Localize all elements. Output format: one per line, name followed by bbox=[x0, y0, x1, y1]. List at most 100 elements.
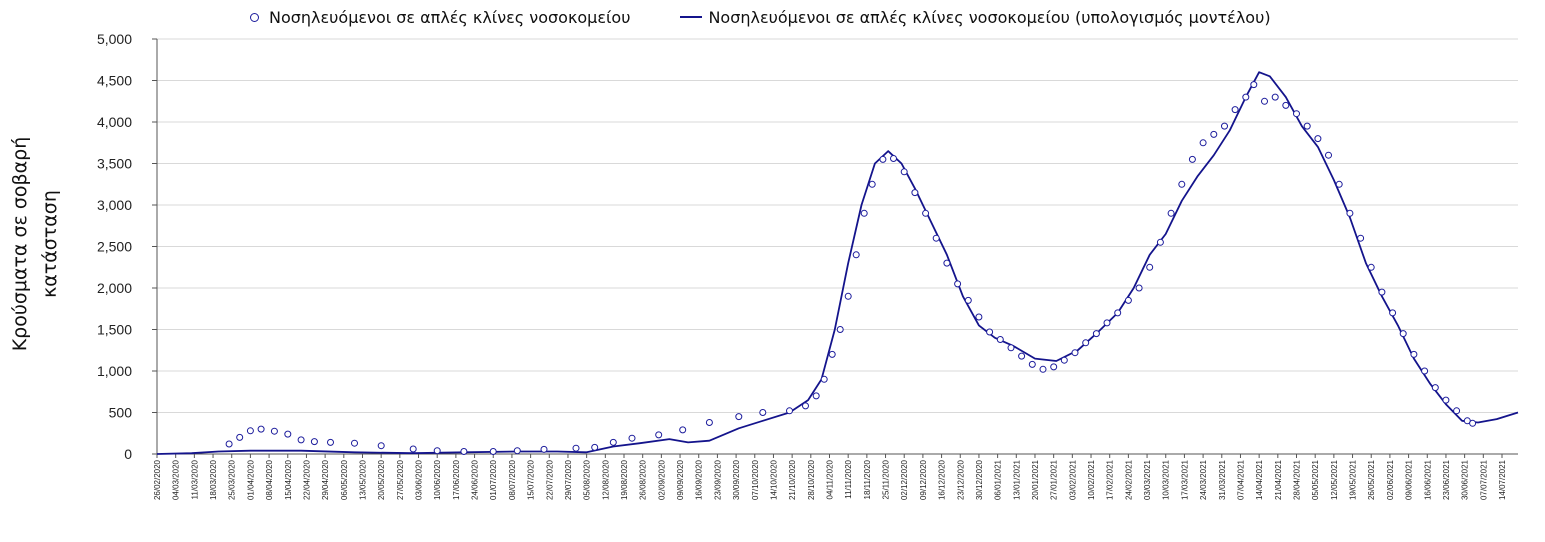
observed-point bbox=[1156, 238, 1164, 246]
x-tick-label: 05/05/2021 bbox=[1311, 459, 1320, 500]
x-tick-label: 26/02/2020 bbox=[153, 459, 162, 500]
observed-point bbox=[351, 439, 358, 447]
observed-point bbox=[1453, 407, 1461, 415]
x-tick-label: 21/04/2021 bbox=[1274, 459, 1283, 500]
x-tick-label: 23/12/2020 bbox=[956, 459, 965, 500]
x-tick-label: 13/05/2020 bbox=[358, 459, 367, 500]
observed-point bbox=[1221, 122, 1228, 130]
x-tick-label: 03/02/2021 bbox=[1068, 459, 1077, 500]
observed-point bbox=[679, 426, 687, 434]
x-tick-label: 24/02/2021 bbox=[1124, 459, 1133, 500]
observed-point bbox=[310, 438, 318, 446]
observed-point bbox=[246, 427, 254, 435]
observed-point bbox=[1399, 330, 1407, 338]
observed-point bbox=[996, 336, 1004, 343]
x-tick-label: 29/07/2020 bbox=[564, 459, 573, 500]
observed-point bbox=[1007, 344, 1015, 352]
x-tick-label: 15/07/2020 bbox=[527, 459, 536, 500]
observed-point bbox=[932, 234, 940, 242]
x-tick-label: 11/03/2020 bbox=[190, 459, 199, 499]
x-tick-label: 25/11/2020 bbox=[882, 459, 891, 499]
x-tick-label: 27/01/2021 bbox=[1050, 459, 1059, 500]
x-tick-label: 10/06/2020 bbox=[433, 459, 442, 500]
x-tick-label: 02/09/2020 bbox=[657, 459, 666, 500]
observed-point bbox=[1442, 396, 1450, 404]
y-tick-label: 3,500 bbox=[97, 156, 132, 172]
x-tick-label: 20/05/2020 bbox=[377, 459, 386, 500]
y-tick-label: 4,500 bbox=[97, 73, 132, 89]
observed-point bbox=[844, 292, 852, 300]
observed-point bbox=[1018, 352, 1026, 360]
observed-point bbox=[1178, 180, 1186, 188]
x-tick-label: 31/03/2021 bbox=[1218, 459, 1227, 500]
observed-point bbox=[1282, 101, 1290, 109]
x-tick-label: 06/01/2021 bbox=[994, 459, 1003, 500]
x-tick-label: 28/04/2021 bbox=[1293, 459, 1302, 500]
observed-point bbox=[1082, 339, 1090, 347]
x-tick-label: 30/12/2020 bbox=[975, 459, 984, 500]
y-tick-label: 5,000 bbox=[97, 31, 132, 47]
observed-point bbox=[460, 448, 468, 455]
observed-point bbox=[1469, 419, 1477, 427]
observed-point bbox=[297, 436, 305, 444]
observed-point bbox=[786, 407, 793, 415]
x-tick-label: 19/05/2021 bbox=[1349, 459, 1358, 500]
x-tick-label: 29/04/2020 bbox=[321, 459, 330, 500]
observed-point bbox=[284, 430, 292, 438]
observed-point bbox=[890, 155, 897, 162]
observed-point bbox=[327, 438, 334, 446]
observed-point bbox=[828, 350, 836, 358]
x-tick-label: 12/08/2020 bbox=[601, 459, 610, 500]
observed-point bbox=[954, 280, 962, 288]
x-tick-label: 14/07/2021 bbox=[1498, 459, 1507, 500]
x-tick-label: 22/04/2020 bbox=[302, 459, 311, 500]
x-tick-label: 30/09/2020 bbox=[732, 459, 741, 500]
observed-point bbox=[270, 427, 278, 435]
observed-point bbox=[489, 448, 497, 455]
observed-point bbox=[879, 155, 887, 163]
observed-point bbox=[1146, 263, 1154, 271]
observed-point bbox=[609, 438, 617, 446]
observed-point bbox=[735, 413, 743, 421]
observed-point bbox=[1378, 288, 1386, 296]
x-tick-label: 04/11/2020 bbox=[825, 459, 834, 499]
observed-point bbox=[1092, 330, 1100, 338]
observed-point bbox=[705, 419, 713, 426]
x-tick-label: 15/04/2020 bbox=[284, 459, 293, 500]
observed-point bbox=[1271, 93, 1279, 101]
x-tick-label: 18/11/2020 bbox=[863, 459, 872, 499]
observed-point bbox=[1335, 180, 1343, 188]
x-tick-label: 30/06/2021 bbox=[1461, 459, 1470, 500]
observed-point bbox=[1346, 209, 1354, 217]
observed-point bbox=[802, 402, 809, 410]
observed-point bbox=[1242, 93, 1250, 101]
y-tick-label: 2,000 bbox=[97, 280, 132, 296]
x-tick-label: 05/08/2020 bbox=[583, 459, 592, 500]
x-tick-label: 17/06/2020 bbox=[452, 459, 461, 500]
observed-point bbox=[655, 431, 663, 439]
x-tick-label: 28/10/2020 bbox=[807, 459, 816, 500]
observed-point bbox=[1210, 130, 1218, 138]
x-tick-label: 03/03/2021 bbox=[1143, 459, 1152, 500]
x-tick-label: 16/09/2020 bbox=[695, 459, 704, 500]
observed-point bbox=[1421, 367, 1429, 375]
x-tick-label: 21/10/2020 bbox=[788, 459, 797, 500]
observed-point bbox=[986, 328, 994, 336]
observed-point bbox=[1325, 151, 1332, 159]
x-tick-label: 16/06/2021 bbox=[1423, 459, 1432, 500]
observed-point bbox=[868, 180, 876, 188]
observed-point bbox=[1071, 349, 1079, 357]
observed-point bbox=[1250, 81, 1258, 89]
observed-point bbox=[513, 447, 521, 455]
x-tick-label: 04/03/2020 bbox=[172, 459, 181, 500]
observed-point bbox=[860, 209, 868, 217]
x-tick-label: 12/05/2021 bbox=[1330, 459, 1339, 500]
x-tick-label: 01/04/2020 bbox=[246, 459, 255, 500]
observed-point bbox=[1367, 263, 1375, 271]
observed-point bbox=[852, 251, 860, 259]
x-tick-label: 14/10/2020 bbox=[769, 459, 778, 500]
observed-point bbox=[572, 444, 580, 452]
x-tick-label: 13/01/2021 bbox=[1012, 459, 1021, 500]
x-tick-label: 03/06/2020 bbox=[415, 459, 424, 500]
